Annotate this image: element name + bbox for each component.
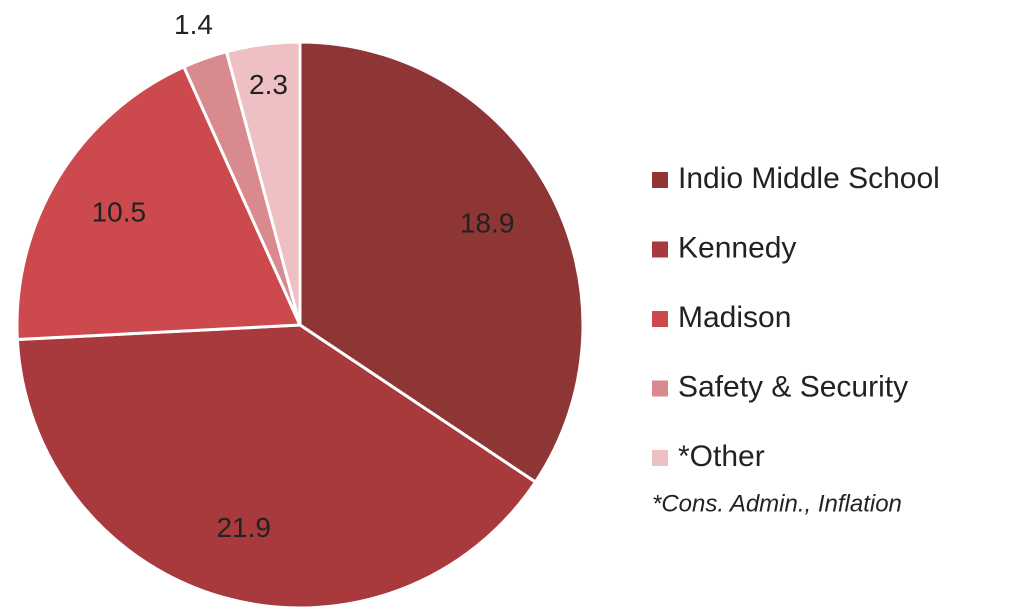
pie-slice	[224, 40, 302, 326]
legend-swatch	[652, 241, 668, 258]
legend-swatch	[652, 380, 668, 397]
pie-slice	[15, 64, 303, 342]
legend-swatch	[652, 172, 668, 188]
data-label: 1.4	[174, 9, 213, 40]
legend-label: *Other	[678, 440, 765, 473]
legend-swatch	[652, 450, 668, 466]
data-label: 18.9	[460, 207, 515, 238]
data-label: 21.9	[216, 512, 271, 543]
legend-label: Kennedy	[678, 231, 796, 264]
note: *Cons. Admin., Inflation	[652, 490, 902, 517]
data-label: 2.3	[249, 69, 288, 100]
legend-label: Madison	[678, 301, 791, 334]
data-label: 10.5	[92, 197, 147, 228]
legend-label: Indio Middle School	[678, 162, 940, 195]
legend-label: Safety & Security	[678, 370, 908, 403]
legend-swatch	[652, 311, 668, 327]
pie-slice	[15, 323, 538, 609]
